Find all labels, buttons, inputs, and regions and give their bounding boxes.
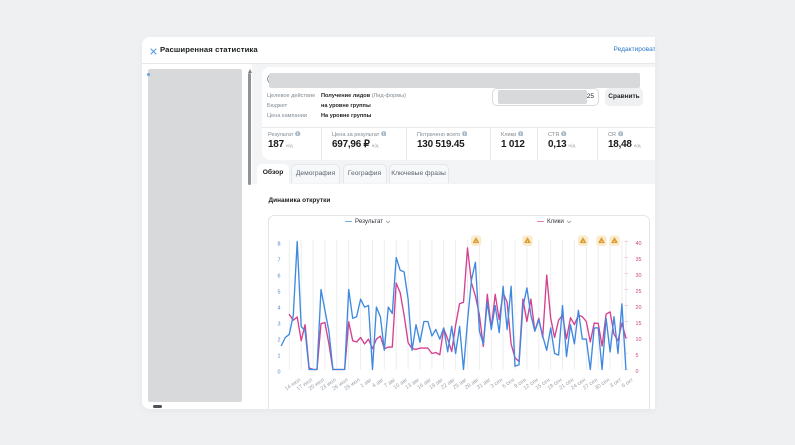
svg-text:7: 7 [277,258,280,264]
svg-text:1 авг: 1 авг [359,377,373,389]
svg-text:4: 4 [277,306,280,312]
svg-text:3: 3 [277,322,280,328]
svg-text:35: 35 [635,257,641,263]
svg-text:6 окт: 6 окт [620,377,634,389]
svg-text:5: 5 [277,290,280,296]
svg-text:30: 30 [635,273,641,279]
svg-text:0: 0 [277,370,280,376]
svg-text:1: 1 [277,354,280,360]
svg-text:6: 6 [277,274,280,280]
svg-text:25: 25 [635,289,641,295]
svg-text:15: 15 [635,321,641,327]
svg-text:20: 20 [635,305,641,311]
svg-text:4 авг: 4 авг [371,377,385,389]
svg-text:5: 5 [635,353,638,359]
svg-text:2: 2 [277,338,280,344]
svg-text:10: 10 [635,337,641,343]
svg-text:8: 8 [277,242,280,248]
svg-text:40: 40 [635,241,641,247]
svg-text:0: 0 [635,369,638,375]
